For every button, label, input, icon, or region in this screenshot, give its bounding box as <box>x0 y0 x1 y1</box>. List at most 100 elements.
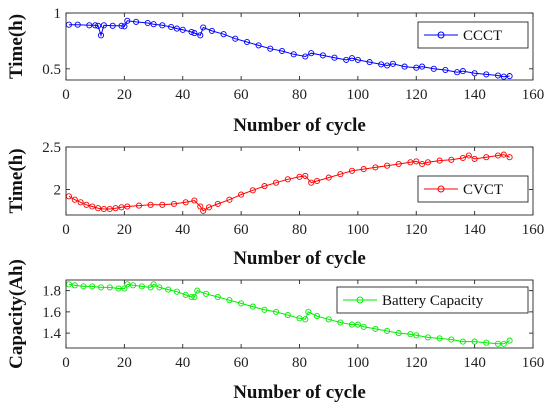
x-tick-label: 40 <box>175 87 190 103</box>
data-point <box>197 203 204 210</box>
axes-box <box>65 279 534 349</box>
data-point <box>337 319 344 326</box>
legend: CCCT <box>417 21 529 49</box>
data-point <box>97 284 105 291</box>
data-point <box>459 68 466 75</box>
data-point <box>296 315 303 322</box>
x-axis-label: Number of cycle <box>233 115 366 136</box>
data-point <box>165 286 172 293</box>
data-point <box>424 334 431 341</box>
data-point <box>130 282 137 289</box>
data-point <box>494 72 502 79</box>
data-point <box>118 204 125 211</box>
x-tick-label: 80 <box>292 87 307 103</box>
data-point <box>372 325 379 332</box>
chart-panel-3: 0 20 40 60 80 100 120 140 160 1.4 1.6 1.8 Battery Ca… <box>6 259 544 403</box>
data-point <box>308 179 315 186</box>
data-point <box>115 285 122 292</box>
series-line <box>68 20 510 78</box>
data-point <box>261 183 268 190</box>
y-axis-label: Time(h) <box>6 14 27 79</box>
data-point <box>71 282 78 289</box>
data-point <box>109 22 116 29</box>
data-point <box>325 316 332 323</box>
axes-box <box>65 12 534 81</box>
data-point <box>71 196 78 203</box>
x-tick-label: 160 <box>522 87 545 103</box>
y-axis-label: Capacity(Ah) <box>6 259 27 369</box>
data-point <box>442 66 449 74</box>
data-point <box>348 167 356 174</box>
data-point <box>366 59 373 66</box>
data-point <box>448 156 455 163</box>
legend-marker-sample <box>356 296 364 304</box>
data-point <box>194 287 201 294</box>
data-point <box>313 313 321 320</box>
data-point <box>465 152 472 159</box>
data-point <box>273 308 280 315</box>
y-tick-label: 0.5 <box>42 62 61 78</box>
data-point <box>74 21 81 28</box>
data-point <box>133 18 140 25</box>
data-point <box>77 199 84 206</box>
data-point <box>419 63 426 70</box>
x-tick-label: 100 <box>347 222 370 238</box>
data-point <box>170 200 178 207</box>
data-point <box>348 55 356 62</box>
x-tick-label: 160 <box>522 355 545 371</box>
data-point <box>214 200 221 207</box>
data-point <box>302 172 309 179</box>
data-point <box>494 152 502 159</box>
x-tick-label: 120 <box>405 87 428 103</box>
x-tick-label: 140 <box>463 355 486 371</box>
data-point <box>290 51 297 58</box>
data-point <box>156 284 163 291</box>
series-line <box>68 154 510 212</box>
data-point <box>302 53 309 60</box>
legend-label: Battery Capacity <box>382 293 484 309</box>
data-point <box>354 321 361 328</box>
data-point <box>135 202 143 209</box>
x-tick-label: 60 <box>234 355 249 371</box>
axes-box <box>65 146 534 216</box>
data-point <box>238 300 245 307</box>
data-point <box>150 281 157 288</box>
data-point <box>106 205 113 213</box>
data-point <box>313 177 321 185</box>
x-tick-label: 20 <box>117 355 132 371</box>
data-point <box>471 338 478 345</box>
data-point <box>343 56 350 63</box>
series-line <box>68 283 510 345</box>
data-point <box>191 197 198 204</box>
x-axis-label: Number of cycle <box>233 248 366 269</box>
data-point <box>208 27 215 34</box>
data-point <box>459 338 466 345</box>
data-point <box>384 327 391 335</box>
data-point <box>200 24 207 31</box>
data-point <box>89 283 96 290</box>
x-tick-label: 100 <box>347 87 370 103</box>
data-point <box>124 17 131 24</box>
data-point <box>407 331 414 338</box>
data-point <box>86 22 93 29</box>
data-point <box>203 290 210 297</box>
data-point <box>424 159 431 166</box>
data-point <box>506 154 513 161</box>
data-point <box>205 204 213 211</box>
x-tick-label: 120 <box>405 222 428 238</box>
legend: Battery Capacity <box>336 286 529 314</box>
data-point <box>331 54 338 61</box>
x-tick-label: 60 <box>234 87 249 103</box>
data-point <box>278 47 286 55</box>
data-point <box>337 171 344 178</box>
x-tick-label: 160 <box>522 222 545 238</box>
data-point <box>483 339 490 346</box>
data-point <box>179 26 186 33</box>
data-point <box>401 63 408 70</box>
legend-marker-sample <box>437 31 445 39</box>
data-point <box>100 205 107 213</box>
data-point <box>173 25 180 32</box>
data-point <box>436 335 443 342</box>
data-point <box>159 201 166 208</box>
legend-label: CVCT <box>463 182 503 198</box>
